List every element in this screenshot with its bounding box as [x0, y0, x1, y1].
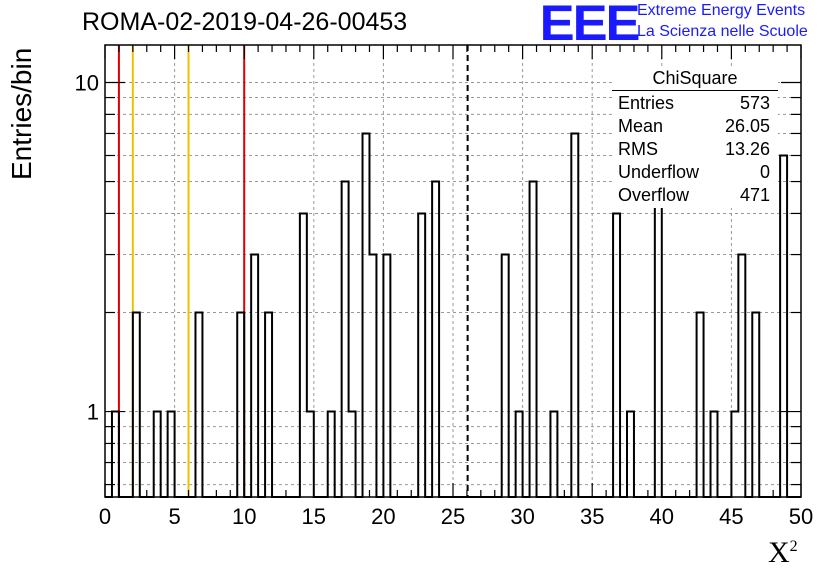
x-tick-label: 50: [789, 504, 813, 529]
x-tick-label: 45: [719, 504, 743, 529]
stats-value: 26.05: [724, 116, 770, 136]
stats-label: Underflow: [618, 162, 700, 182]
y-axis-label: Entries/bin: [6, 47, 37, 180]
x-tick-label: 30: [510, 504, 534, 529]
x-tick-label: 25: [441, 504, 465, 529]
x-axis-label-superscript: 2: [789, 538, 798, 555]
x-tick-label: 10: [232, 504, 256, 529]
chart-title: ROMA-02-2019-04-26-00453: [82, 8, 408, 36]
x-tick-label: 40: [650, 504, 674, 529]
logo-line-2: La Scienza nelle Scuole: [637, 23, 808, 40]
stats-label: Overflow: [618, 185, 690, 205]
stats-divider: [612, 90, 778, 91]
x-axis: 0 5 10 15 20 25 30 35 40 45 50: [99, 45, 813, 529]
x-tick-label: 20: [371, 504, 395, 529]
reference-lines: [117, 45, 469, 497]
stats-box: ChiSquare Entries 573 Mean 26.05 RMS 13.…: [612, 66, 778, 208]
y-tick-label: 1: [87, 400, 99, 425]
stats-label: Entries: [618, 93, 675, 113]
y-tick-label: 10: [75, 70, 99, 95]
y-axis: 1 10: [75, 70, 801, 486]
stats-value: 471: [739, 185, 770, 205]
x-tick-label: 0: [99, 504, 111, 529]
logo-line-1: Extreme Energy Events: [637, 2, 806, 19]
eee-logo-mark: EEE: [539, 0, 641, 51]
grid-lines: [105, 45, 801, 497]
stats-label: RMS: [618, 139, 658, 159]
x-tick-label: 15: [302, 504, 326, 529]
stats-value: 0: [759, 162, 770, 182]
stats-value: 573: [739, 93, 770, 113]
x-axis-label-text: X: [768, 536, 790, 569]
stats-title: ChiSquare: [652, 68, 738, 88]
x-axis-label: X2: [768, 536, 798, 570]
x-tick-label: 35: [580, 504, 604, 529]
x-tick-label: 5: [168, 504, 180, 529]
stats-label: Mean: [618, 116, 664, 136]
stats-value: 13.26: [724, 139, 770, 159]
